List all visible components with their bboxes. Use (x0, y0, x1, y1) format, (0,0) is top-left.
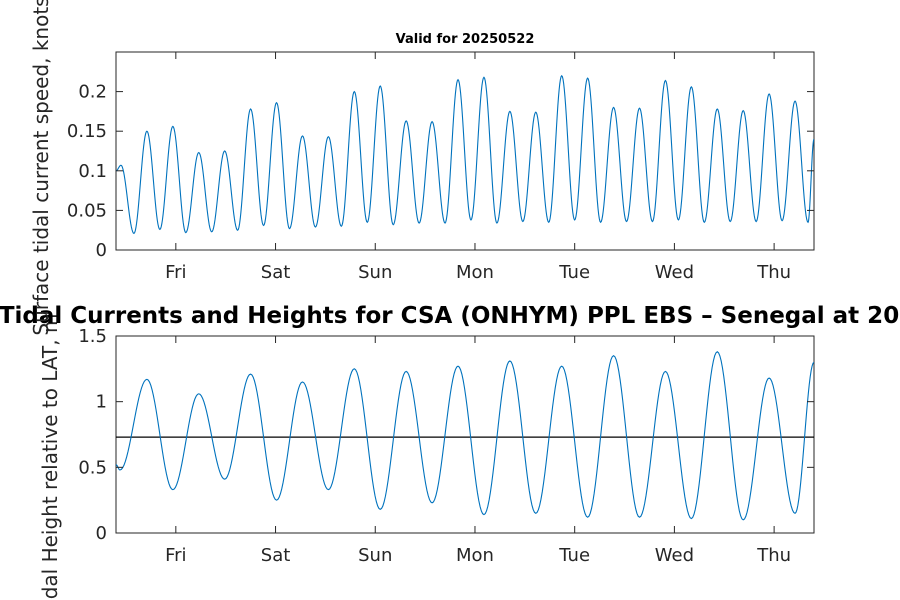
current-speed-y-axis-label: Surface tidal current speed, knots (29, 0, 53, 336)
tidal-height-x-tick-label: Wed (655, 545, 694, 566)
current-speed-y-tick-label: 0 (96, 240, 107, 261)
tidal-height-plot-area (116, 351, 814, 521)
tidal-height-y-tick-label: 0 (96, 523, 107, 544)
tidal-height-y-tick-label: 1.5 (78, 326, 107, 347)
tidal-height-chart-title: Tidal Currents and Heights for CSA (ONHY… (0, 303, 900, 329)
tidal-height-x-tick-label: Tue (558, 545, 590, 566)
tidal-height-x-tick-label: Mon (456, 545, 494, 566)
tidal-height-x-tick-label: Thu (756, 545, 791, 566)
current-speed-y-tick-label: 0.05 (67, 200, 107, 221)
current-speed-ticks: 0 0.05 0.1 0.15 0.2 Fri Sat Sun Mon Tue Wed Thu (67, 52, 814, 283)
tidal-height-chart: 0 0.5 1 1.5 Fri Sat Sun Mon Tue Wed Thu Tidal Heig… (0, 303, 900, 600)
tidal-height-ticks: 0 0.5 1 1.5 Fri Sat Sun Mon Tue Wed Thu (78, 326, 814, 566)
tidal-height-x-tick-label: Sat (261, 545, 291, 566)
current-speed-series-line (116, 74, 814, 235)
tidal-height-y-tick-label: 0.5 (78, 457, 107, 478)
current-speed-chart: 0 0.05 0.1 0.15 0.2 Fri Sat Sun Mon Tue Wed Thu Sur… (29, 0, 815, 336)
current-speed-y-tick-label: 0.2 (78, 82, 107, 103)
tidal-height-axes-box (115, 335, 815, 534)
tidal-height-y-axis-label: Tidal Height relative to LAT, m (38, 314, 62, 600)
current-speed-x-tick-label: Wed (655, 262, 694, 283)
tidal-height-series-line (116, 351, 814, 521)
current-speed-chart-title: Valid for 20250522 (396, 32, 535, 47)
current-speed-y-tick-label: 0.1 (78, 161, 107, 182)
current-speed-x-tick-label: Sat (261, 262, 291, 283)
tidal-height-x-tick-label: Fri (165, 545, 186, 566)
current-speed-x-tick-label: Thu (756, 262, 791, 283)
tidal-height-y-tick-label: 1 (96, 392, 107, 413)
current-speed-x-tick-label: Sun (358, 262, 392, 283)
current-speed-y-tick-label: 0.15 (67, 121, 107, 142)
current-speed-x-tick-label: Fri (165, 262, 186, 283)
current-speed-x-tick-label: Mon (456, 262, 494, 283)
tidal-height-x-tick-label: Sun (358, 545, 392, 566)
current-speed-plot-area (116, 74, 814, 235)
current-speed-x-tick-label: Tue (558, 262, 590, 283)
